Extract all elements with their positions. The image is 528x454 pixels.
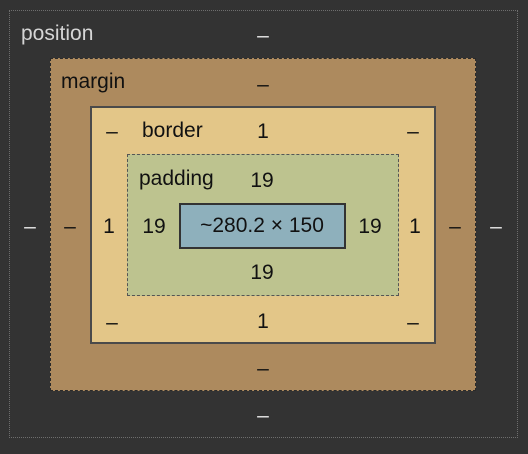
border-bottom-left-corner[interactable]: – (106, 311, 118, 334)
border-top-right-corner[interactable]: – (407, 120, 419, 143)
content-box[interactable] (179, 203, 346, 249)
border-top-value[interactable]: 1 (257, 120, 269, 143)
content-size-value: ~280.2 × 150 (200, 214, 324, 237)
position-right-value[interactable]: – (490, 215, 502, 238)
border-top-left-corner[interactable]: – (106, 120, 118, 143)
border-bottom-value[interactable]: 1 (257, 310, 269, 333)
position-label: position (21, 22, 94, 45)
margin-top-value[interactable]: – (257, 73, 269, 96)
padding-right-value[interactable]: 19 (358, 215, 382, 238)
position-top-value[interactable]: – (257, 24, 269, 47)
position-left-value[interactable]: – (24, 215, 36, 238)
margin-bottom-value[interactable]: – (257, 357, 269, 380)
padding-bottom-value[interactable]: 19 (250, 261, 274, 284)
margin-right-value[interactable]: – (449, 215, 461, 238)
padding-top-value[interactable]: 19 (250, 169, 274, 192)
padding-label: padding (139, 167, 214, 190)
border-label: border (142, 119, 203, 142)
margin-left-value[interactable]: – (64, 215, 76, 238)
position-bottom-value[interactable]: – (257, 404, 269, 427)
border-right-value[interactable]: 1 (409, 215, 421, 238)
padding-left-value[interactable]: 19 (142, 215, 166, 238)
margin-label: margin (61, 70, 126, 93)
border-left-value[interactable]: 1 (103, 215, 115, 238)
border-bottom-right-corner[interactable]: – (407, 311, 419, 334)
